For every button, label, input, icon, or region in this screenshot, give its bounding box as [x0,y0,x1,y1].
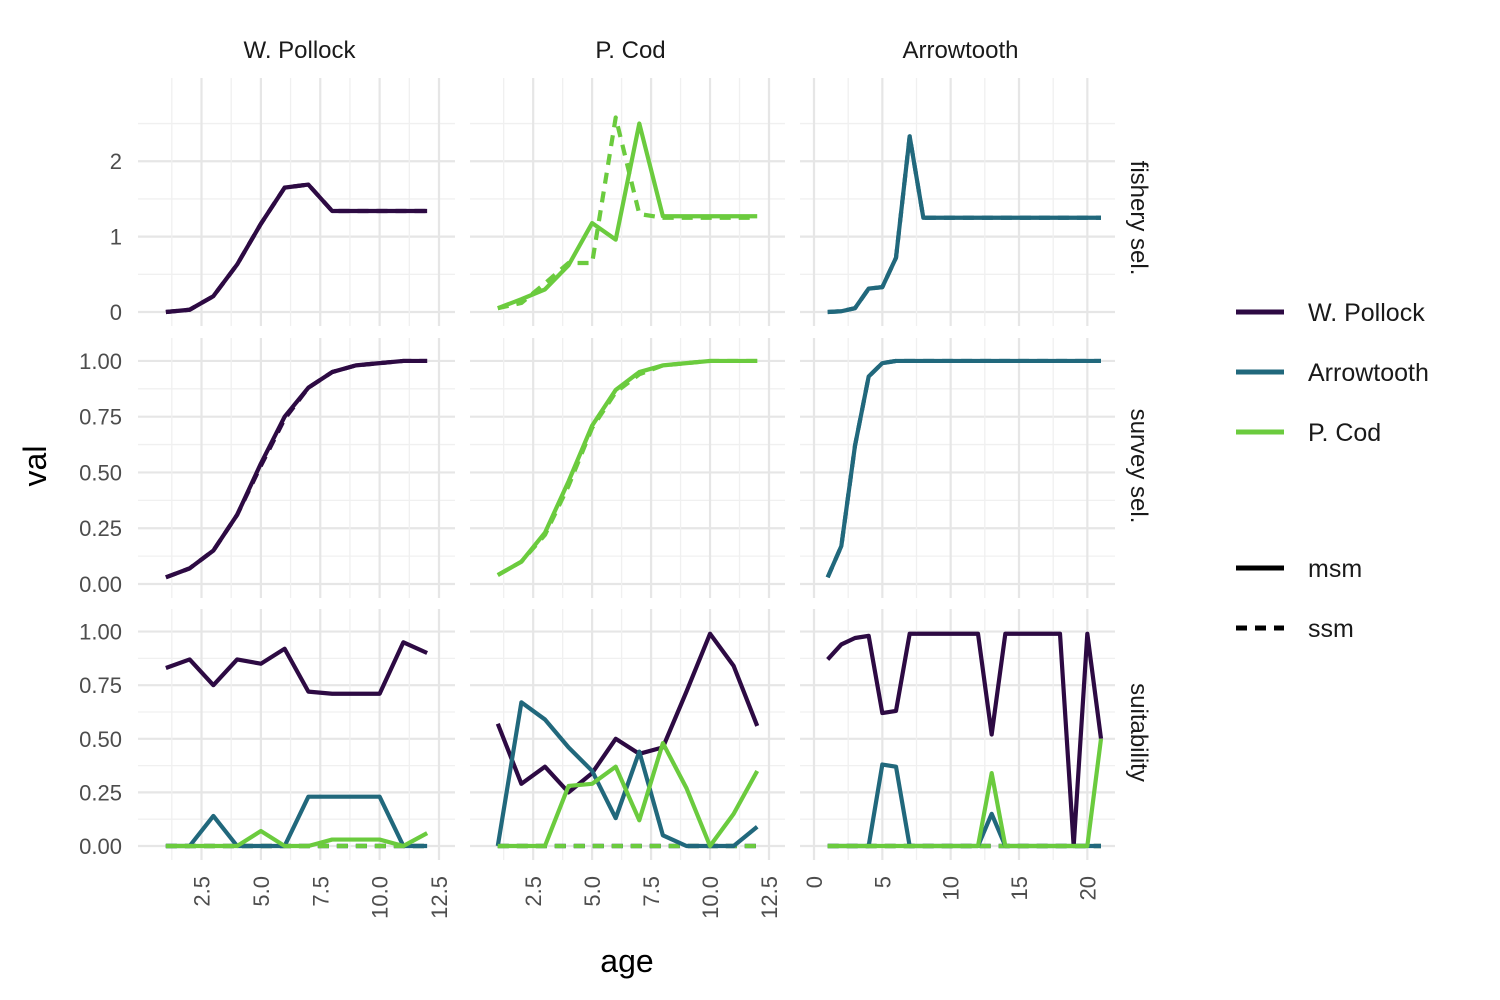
y-tick-label-survey: 0.50 [79,461,122,486]
strip-label-suitability: suitability [1125,683,1152,782]
series-line-survey-pollock-w-pollock-ssm [165,358,428,580]
panel-fishery-cod [470,78,785,326]
panel-fishery-arrowtooth [800,78,1115,326]
legend: W. Pollock Arrowtooth P. Cod msm ssm [1236,299,1429,643]
series-line-suitability-cod-arrowtooth-msm [495,700,759,849]
series-line-fishery-cod-p-cod-ssm [497,115,758,311]
panel-survey-pollock [138,338,455,598]
y-tick-label-survey: 0.75 [79,405,122,430]
x-tick-label-pollock: 2.5 [190,876,215,907]
panel-fishery-pollock [138,78,455,326]
y-axis-title: val [17,446,53,487]
y-tick-label-fishery: 1 [110,225,122,250]
x-tick-label-cod: 7.5 [639,876,664,907]
x-tick-label-cod: 2.5 [521,876,546,907]
facet-strips: W. Pollock P. Cod Arrowtooth fishery sel. su… [243,37,1152,782]
y-tick-label-fishery: 0 [110,300,122,325]
series-line-survey-arrowtooth-arrowtooth-msm [825,358,1101,579]
y-tick-label-survey: 1.00 [79,349,122,374]
series-line-fishery-cod-p-cod-msm [497,121,758,311]
series-line-survey-cod-p-cod-msm [496,358,758,577]
y-tick-label-survey: 0.25 [79,516,122,541]
y-tick-label-suitability: 0.75 [79,673,122,698]
strip-label-fishery: fishery sel. [1125,161,1152,276]
y-tick-label-suitability: 1.00 [79,620,122,645]
series-line-suitability-pollock-w-pollock-msm [165,640,428,696]
x-tick-label-pollock: 7.5 [308,876,333,907]
panel-survey-cod [470,338,785,598]
legend-label-p-cod: P. Cod [1308,419,1381,447]
x-tick-label-cod: 10.0 [698,876,723,919]
panel-survey-arrowtooth [800,338,1115,598]
panel-suitability-pollock [138,609,455,860]
x-tick-label-arrowtooth: 10 [939,876,964,900]
strip-label-survey: survey sel. [1125,409,1152,524]
legend-label-msm: msm [1308,555,1362,583]
series-line-suitability-arrowtooth-arrowtooth-msm [827,762,1101,849]
y-tick-label-suitability: 0.00 [79,834,122,859]
x-tick-label-arrowtooth: 0 [802,876,827,888]
series-line-suitability-cod-w-pollock-msm [495,631,760,795]
series-line-suitability-arrowtooth-w-pollock-msm [826,631,1104,849]
series-line-fishery-pollock-w-pollock-msm [165,182,428,315]
panel-suitability-arrowtooth [800,609,1115,860]
series-line-fishery-arrowtooth-arrowtooth-msm [827,134,1101,315]
x-tick-label-arrowtooth: 20 [1075,876,1100,900]
axes: 0 1 2 0.00 0.25 0.50 0.75 1.00 0.00 0.25 0.50 0.75 1… [79,149,1100,919]
x-tick-label-cod: 12.5 [757,876,782,919]
series-line-survey-pollock-w-pollock-msm [165,358,428,580]
series-line-survey-arrowtooth-arrowtooth-ssm [825,358,1101,579]
series-line-fishery-pollock-w-pollock-ssm [165,182,428,315]
panel-grid [138,78,1115,860]
y-tick-label-suitability: 0.50 [79,727,122,752]
strip-label-arrowtooth: Arrowtooth [902,37,1018,64]
legend-label-ssm: ssm [1308,615,1354,643]
legend-label-w-pollock: W. Pollock [1308,299,1425,327]
x-tick-label-arrowtooth: 5 [870,876,895,888]
series-line-fishery-arrowtooth-arrowtooth-ssm [827,134,1101,315]
x-tick-label-cod: 5.0 [580,876,605,907]
y-tick-label-survey: 0.00 [79,572,122,597]
x-tick-label-arrowtooth: 15 [1007,876,1032,900]
x-axis-title: age [600,943,653,979]
x-tick-label-pollock: 12.5 [427,876,452,919]
legend-label-arrowtooth: Arrowtooth [1308,359,1429,387]
y-tick-label-suitability: 0.25 [79,780,122,805]
series-line-suitability-cod-p-cod-msm [497,740,760,849]
series-line-suitability-pollock-p-cod-msm [165,828,429,849]
x-tick-label-pollock: 10.0 [368,876,393,919]
series-line-suitability-pollock-arrowtooth-msm [165,794,428,849]
y-tick-label-fishery: 2 [110,149,122,174]
x-tick-label-pollock: 5.0 [249,876,274,907]
strip-label-cod: P. Cod [595,37,665,64]
strip-label-pollock: W. Pollock [243,37,356,64]
series-line-suitability-arrowtooth-p-cod-msm [827,738,1104,849]
